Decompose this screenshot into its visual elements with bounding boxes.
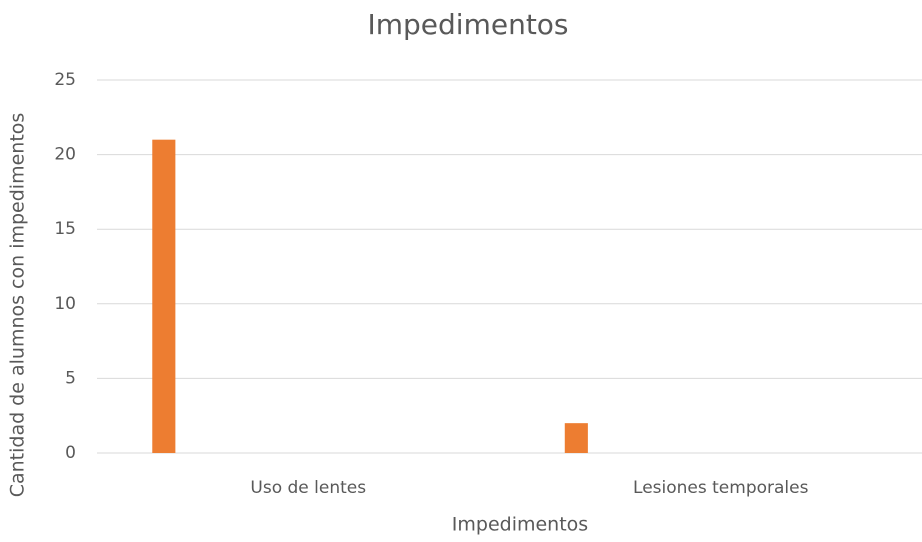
- chart-title: Impedimentos: [367, 8, 568, 41]
- y-axis-label: Cantidad de alumnos con impedimentos: [7, 113, 29, 498]
- y-tick-label: 10: [54, 294, 76, 314]
- bar: [152, 139, 176, 453]
- x-tick-label: Lesiones temporales: [633, 478, 809, 498]
- x-tick-label: Uso de lentes: [250, 478, 366, 498]
- x-axis-label: Impedimentos: [452, 514, 588, 536]
- y-tick-label: 20: [54, 145, 76, 165]
- y-tick-label: 0: [65, 443, 76, 463]
- bar: [564, 423, 588, 453]
- y-tick-label: 5: [65, 368, 76, 388]
- y-tick-label: 15: [54, 219, 76, 239]
- y-tick-label: 25: [54, 70, 76, 90]
